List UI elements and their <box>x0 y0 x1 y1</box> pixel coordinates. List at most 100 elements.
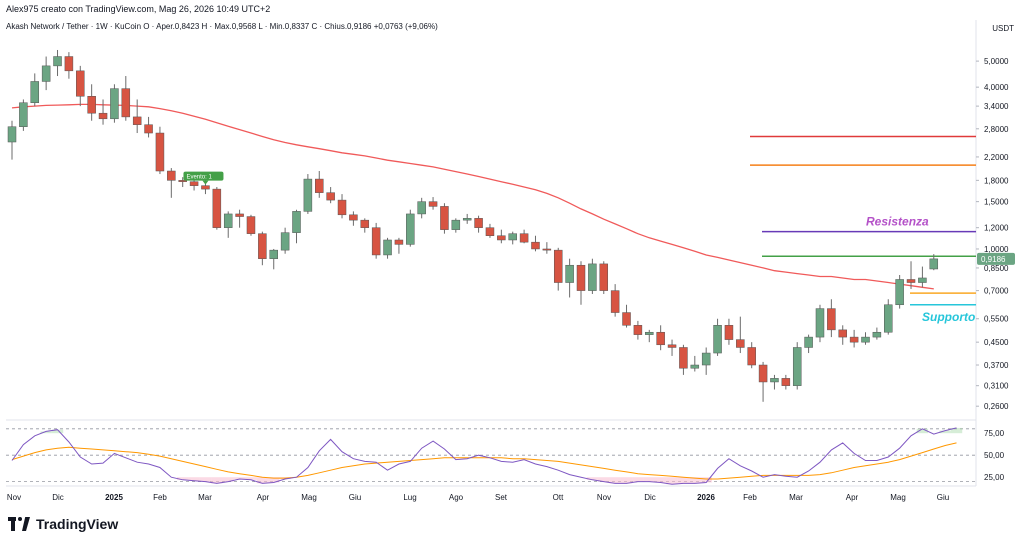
y-tick-label: 3,4000 <box>984 102 1009 111</box>
y-tick-label: 0,4500 <box>984 338 1009 347</box>
candle-body <box>827 308 836 331</box>
candle-body <box>428 201 438 207</box>
candle-body <box>451 219 461 230</box>
candle-body <box>713 325 722 354</box>
x-tick-label: Dic <box>52 493 64 502</box>
candle-body <box>622 312 631 326</box>
y-tick-label: 2,2000 <box>984 153 1009 162</box>
y-tick-label: 1,2000 <box>984 224 1009 233</box>
event-pointer <box>202 180 209 185</box>
x-tick-label: Feb <box>153 493 167 502</box>
candle-body <box>519 233 529 243</box>
rsi-tick-label: 50,00 <box>984 451 1005 460</box>
candle-body <box>542 248 552 251</box>
candle-body <box>440 206 449 230</box>
candle-body <box>872 331 882 338</box>
candle-body <box>121 88 131 118</box>
candle-body <box>280 232 290 251</box>
candle-body <box>667 344 677 348</box>
candle-body <box>690 364 700 369</box>
candle-body <box>633 325 643 335</box>
moving-average <box>11 103 934 290</box>
x-tick-label: Ott <box>553 493 564 502</box>
y-tick-label: 4,0000 <box>984 83 1009 92</box>
candle-body <box>736 339 745 348</box>
candle-body <box>315 178 324 193</box>
candle-body <box>337 199 347 216</box>
price-label-bg <box>977 252 1015 265</box>
price-label: 0,9186 <box>981 255 1006 264</box>
level-label: Supporto <box>922 310 975 324</box>
candle-body <box>64 56 74 72</box>
candle-body <box>7 126 17 143</box>
grid <box>6 20 977 487</box>
candle-body <box>497 235 506 241</box>
currency-label: USDT <box>992 24 1014 33</box>
event-badge <box>183 171 224 181</box>
candle-body <box>929 258 939 270</box>
symbol-legend: Akash Network / Tether · 1W · KuCoin O ·… <box>6 22 438 31</box>
brand-name: TradingView <box>36 516 119 532</box>
x-tick-label: Ago <box>449 493 464 502</box>
candle-body <box>167 170 176 181</box>
candle-body <box>132 116 142 125</box>
x-tick-label: Mar <box>789 493 803 502</box>
y-tick-label: 0,3700 <box>984 361 1009 370</box>
candle-body <box>303 178 313 212</box>
rsi-panel: 75,00 50,00 25,00 <box>6 427 1005 485</box>
level-lines: Resistenza Supporto <box>750 135 976 324</box>
candle-body <box>576 264 586 291</box>
candle-body <box>645 331 654 335</box>
x-tick-label: Mag <box>890 493 906 502</box>
candle-body <box>485 227 495 236</box>
candle-body <box>792 347 802 386</box>
level-label: Resistenza <box>866 215 929 229</box>
candle-body <box>326 192 335 201</box>
axes: 5,0000 4,0000 3,4000 2,8000 2,2000 1,8000 1,50… <box>7 57 1015 502</box>
candle-body <box>553 249 563 283</box>
candle-body <box>98 112 108 120</box>
candle-body <box>406 213 415 245</box>
candle-body <box>724 325 734 340</box>
candle-body <box>371 227 381 256</box>
x-tick-label: Nov <box>597 493 611 502</box>
candle-body <box>815 308 825 338</box>
candle-body <box>417 201 426 215</box>
candle-body <box>110 88 119 120</box>
x-tick-label: Nov <box>7 493 21 502</box>
candle-body <box>884 304 893 333</box>
candle-body <box>588 263 597 291</box>
y-tick-label: 1,0000 <box>984 245 1009 254</box>
x-tick-label: Set <box>495 493 508 502</box>
candle-body <box>30 81 40 103</box>
candle-body <box>212 188 222 228</box>
candle-body <box>383 239 392 256</box>
candle-body <box>679 347 688 369</box>
x-tick-label: Giu <box>349 493 361 502</box>
candle-body <box>19 102 28 127</box>
event-label: Evento: 1 <box>186 175 212 181</box>
x-tick-label: Feb <box>743 493 757 502</box>
candle-body <box>656 331 665 346</box>
candle-body <box>360 219 370 228</box>
candle-body <box>701 352 711 366</box>
x-tick-label: Mar <box>198 493 212 502</box>
y-tick-label: 2,8000 <box>984 125 1009 134</box>
candle-body <box>918 277 927 283</box>
candle-body <box>747 347 756 366</box>
x-tick-label: Dic <box>644 493 656 502</box>
candle-body <box>189 181 199 186</box>
candle-body <box>838 329 847 338</box>
x-tick-label: 2025 <box>105 493 123 502</box>
candle-body <box>508 233 517 241</box>
x-tick-label: Mag <box>301 493 317 502</box>
candle-body <box>292 211 301 233</box>
ma-line <box>11 103 934 290</box>
candle-body <box>201 185 210 190</box>
candle-body <box>565 264 574 283</box>
candle-body <box>223 213 233 228</box>
candle-body <box>155 132 165 172</box>
candle-body <box>76 70 85 97</box>
rsi-ma-line <box>11 442 957 480</box>
